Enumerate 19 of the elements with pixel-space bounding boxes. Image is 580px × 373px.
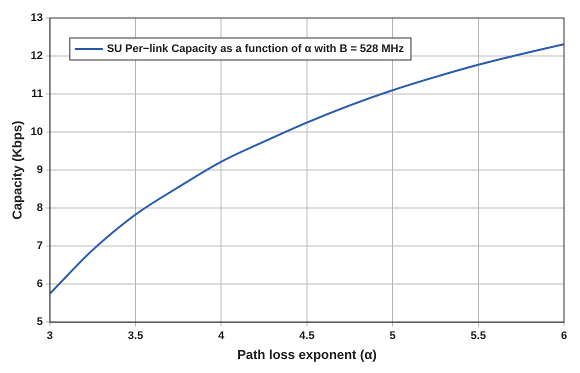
x-tick-label: 4 xyxy=(218,330,226,342)
x-tick-label: 4.5 xyxy=(299,330,315,342)
y-tick-label: 12 xyxy=(30,50,43,62)
x-tick-label: 3 xyxy=(46,330,53,342)
x-tick-label: 3.5 xyxy=(128,330,144,342)
x-axis-title: Path loss exponent (α) xyxy=(237,346,377,362)
y-axis-title: Capacity (Kbps) xyxy=(9,120,24,220)
x-tick-label: 5 xyxy=(390,330,396,342)
y-tick-label: 5 xyxy=(36,316,43,328)
y-tick-label: 9 xyxy=(36,164,43,176)
x-tick-label: 5.5 xyxy=(470,330,486,342)
y-tick-label: 6 xyxy=(36,278,43,290)
y-tick-label: 7 xyxy=(36,240,43,252)
legend-label: SU Per−link Capacity as a function of α with B = 528 MHz xyxy=(106,43,404,56)
y-tick-label: 13 xyxy=(30,12,43,24)
y-tick-label: 11 xyxy=(31,88,43,100)
y-tick-label: 10 xyxy=(30,126,43,138)
x-tick-label: 6 xyxy=(560,330,568,342)
y-tick-label: 8 xyxy=(36,202,43,214)
